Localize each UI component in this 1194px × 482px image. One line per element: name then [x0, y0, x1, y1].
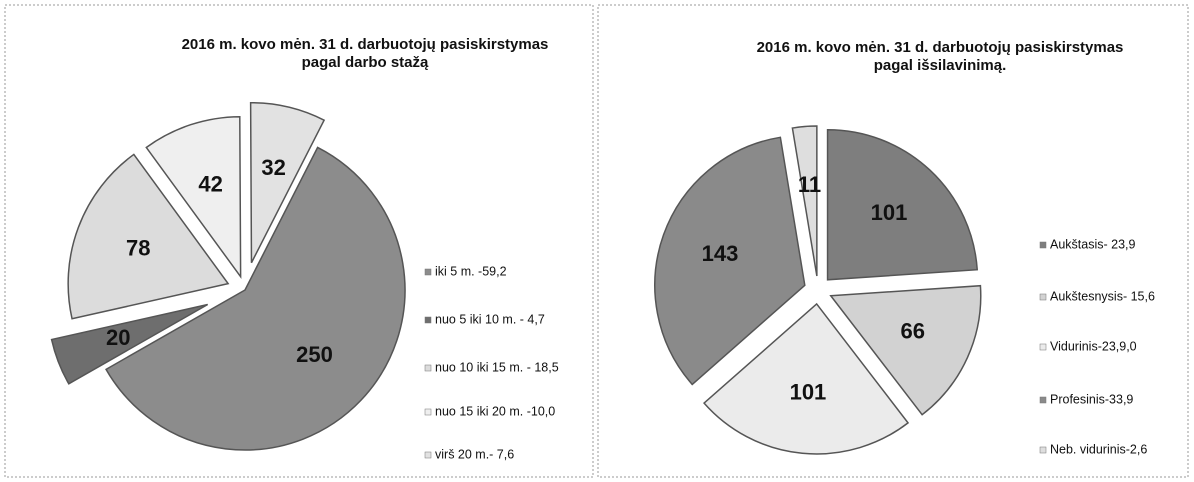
pie-slice [249, 102, 326, 264]
data-label: 101 [871, 200, 908, 225]
legend-label: nuo 15 iki 20 m. -10,0 [435, 404, 555, 418]
data-label: 32 [261, 155, 285, 180]
chart-title: pagal darbo stažą [302, 54, 429, 71]
chart-title: 2016 m. kovo mėn. 31 d. darbuotojų pasis… [182, 36, 549, 53]
pie-slice [703, 302, 910, 455]
data-label: 42 [198, 171, 222, 196]
data-label: 250 [296, 342, 333, 367]
legend-marker [424, 316, 432, 324]
pie-slice [791, 125, 818, 277]
legend-label: Aukštesnysis- 15,6 [1050, 289, 1155, 303]
legend-marker [1039, 293, 1047, 301]
data-label: 20 [106, 325, 130, 350]
legend-marker [1039, 241, 1047, 249]
legend-label: Profesinis-33,9 [1050, 392, 1133, 406]
pie-slice [50, 303, 209, 385]
legend-marker [424, 268, 432, 276]
data-label: 101 [790, 379, 827, 404]
panel-frame [4, 4, 594, 478]
panel-frame [597, 4, 1189, 478]
data-label: 11 [798, 172, 821, 197]
data-label: 143 [702, 241, 739, 266]
legend-label: nuo 5 iki 10 m. - 4,7 [435, 312, 545, 326]
pie-slice [145, 115, 242, 280]
pie-slice [829, 284, 982, 416]
legend-marker [1039, 446, 1047, 454]
pie-slice [105, 146, 406, 451]
legend-label: Vidurinis-23,9,0 [1050, 339, 1137, 353]
data-label: 78 [126, 236, 150, 261]
legend-marker [1039, 343, 1047, 351]
legend-label: Neb. vidurinis-2,6 [1050, 442, 1147, 456]
chart-title: pagal išsilavinimą. [874, 57, 1007, 74]
data-label: 66 [901, 319, 925, 344]
pie-slice [67, 153, 230, 320]
legend-marker [424, 364, 432, 372]
legend-marker [424, 408, 432, 416]
legend-label: Aukštasis- 23,9 [1050, 237, 1136, 251]
legend-label: virš 20 m.- 7,6 [435, 447, 514, 461]
legend-marker [424, 451, 432, 459]
legend-marker [1039, 396, 1047, 404]
pie-slice [654, 136, 806, 386]
pie-slice [826, 129, 979, 281]
legend-label: iki 5 m. -59,2 [435, 264, 507, 278]
chart-title: 2016 m. kovo mėn. 31 d. darbuotojų pasis… [757, 39, 1124, 56]
legend-label: nuo 10 iki 15 m. - 18,5 [435, 360, 559, 374]
